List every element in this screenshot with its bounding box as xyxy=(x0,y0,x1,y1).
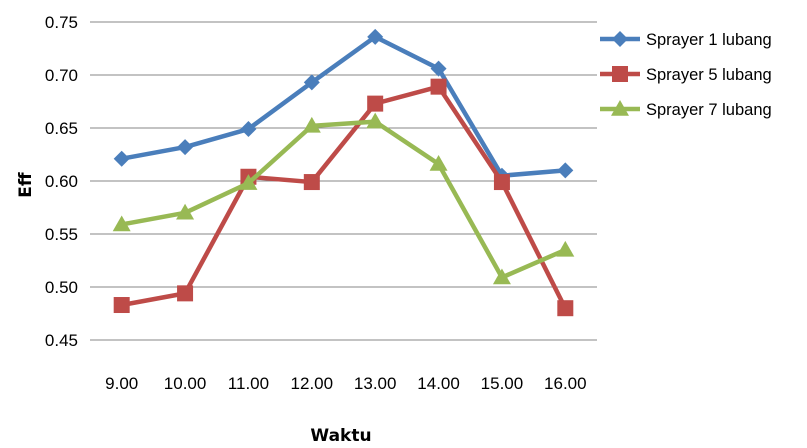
x-tick-label: 13.00 xyxy=(354,374,397,393)
legend: Sprayer 1 lubang Sprayer 5 lubang Sprayer … xyxy=(600,31,772,119)
series-group xyxy=(112,28,575,317)
data-point-triangle xyxy=(366,112,385,129)
data-point-square xyxy=(493,174,510,191)
data-point-triangle xyxy=(492,268,511,285)
data-point-diamond xyxy=(557,162,574,179)
data-point-diamond xyxy=(177,139,194,156)
x-tick-label: 16.00 xyxy=(544,374,587,393)
data-point-triangle xyxy=(239,174,258,190)
x-tick-label: 11.00 xyxy=(228,374,269,393)
legend-item: Sprayer 5 lubang xyxy=(600,66,772,84)
data-point-triangle xyxy=(112,215,131,232)
data-point-diamond xyxy=(113,150,130,167)
x-axis-ticks: 9.00 10.00 11.00 12.00 13.00 14.00 15.00 16.00 xyxy=(105,374,586,393)
legend-item: Sprayer 7 lubang xyxy=(600,100,772,119)
data-point-square xyxy=(430,78,447,95)
series-line xyxy=(121,84,568,310)
y-axis-label: Eff xyxy=(16,172,36,198)
data-point-diamond xyxy=(612,31,628,47)
legend-label: Sprayer 1 lubang xyxy=(646,31,772,49)
data-point-triangle xyxy=(556,240,575,257)
x-tick-label: 15.00 xyxy=(481,374,524,393)
data-point-diamond xyxy=(367,28,384,45)
data-point-square xyxy=(557,300,574,317)
data-point-square xyxy=(113,297,130,314)
y-tick-label: 0.75 xyxy=(45,13,78,32)
series-line xyxy=(121,34,566,178)
data-point-diamond xyxy=(430,60,447,77)
x-axis-label: Waktu xyxy=(310,426,371,446)
series-3 xyxy=(112,112,575,285)
legend-item: Sprayer 1 lubang xyxy=(600,31,772,49)
y-tick-label: 0.55 xyxy=(45,225,78,244)
data-point-square xyxy=(367,95,384,112)
y-tick-label: 0.65 xyxy=(45,119,78,138)
data-point-square xyxy=(612,66,628,82)
x-tick-label: 10.00 xyxy=(164,374,207,393)
y-tick-label: 0.45 xyxy=(45,331,78,350)
series-line xyxy=(121,119,567,280)
legend-label: Sprayer 7 lubang xyxy=(646,101,772,119)
data-point-triangle xyxy=(611,100,629,116)
x-tick-label: 14.00 xyxy=(417,374,460,393)
y-axis-ticks: 0.45 0.50 0.55 0.60 0.65 0.70 0.75 xyxy=(45,13,78,350)
gridlines xyxy=(90,21,597,341)
x-tick-label: 9.00 xyxy=(105,374,138,393)
y-tick-label: 0.70 xyxy=(45,66,78,85)
y-tick-label: 0.60 xyxy=(45,172,78,191)
data-point-square xyxy=(303,174,320,191)
data-point-triangle xyxy=(429,155,448,171)
data-point-diamond xyxy=(303,74,320,91)
data-point-triangle xyxy=(302,116,321,133)
y-tick-label: 0.50 xyxy=(45,278,78,297)
data-point-triangle xyxy=(176,203,195,220)
series-2 xyxy=(113,78,574,317)
x-tick-label: 12.00 xyxy=(291,374,334,393)
data-point-diamond xyxy=(240,121,257,138)
legend-label: Sprayer 5 lubang xyxy=(646,66,772,84)
series-1 xyxy=(113,28,574,184)
data-point-square xyxy=(177,285,194,302)
